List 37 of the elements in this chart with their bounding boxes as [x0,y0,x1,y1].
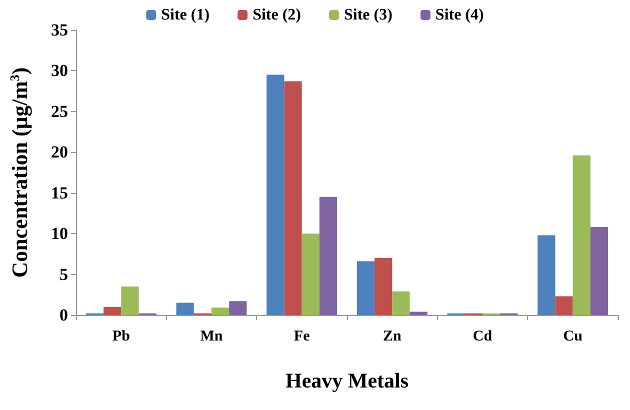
legend-label: Site (3) [344,6,392,24]
bar [572,155,590,315]
x-tick-label: Fe [294,328,310,344]
bar [319,196,338,315]
x-tick-label: Cd [472,328,493,344]
y-tick-label: 5 [60,264,68,284]
y-tick-label: 10 [51,224,68,244]
bar [229,301,247,315]
bar [121,286,139,315]
y-tick-label: 15 [51,183,68,202]
bar [212,308,230,315]
legend-label: Site (2) [252,6,302,24]
bar [356,261,375,315]
bar [104,306,122,315]
bar [266,74,284,315]
bar [538,235,556,315]
y-tick-label: 35 [51,20,68,40]
y-tick-label: 0 [60,306,68,324]
y-axis-title: Concentration (µg/m3) [7,67,32,278]
legend-label: Site (1) [161,6,210,24]
bar [284,81,302,315]
bar [410,312,428,315]
bar [392,291,410,315]
bar [176,302,194,315]
y-tick-label: 25 [51,102,68,121]
bar [374,258,392,315]
bar [590,227,608,315]
legend-label: Site (4) [435,6,484,24]
x-tick-label: Mn [200,328,224,344]
x-tick-label: Cu [563,328,582,344]
y-tick-label: 30 [51,61,68,80]
x-tick-label: Zn [382,328,402,344]
bar [555,296,573,315]
y-tick-label: 20 [51,142,68,162]
bar [302,234,320,315]
x-axis-title: Heavy Metals [285,368,409,392]
x-tick-label: Pb [112,328,130,344]
